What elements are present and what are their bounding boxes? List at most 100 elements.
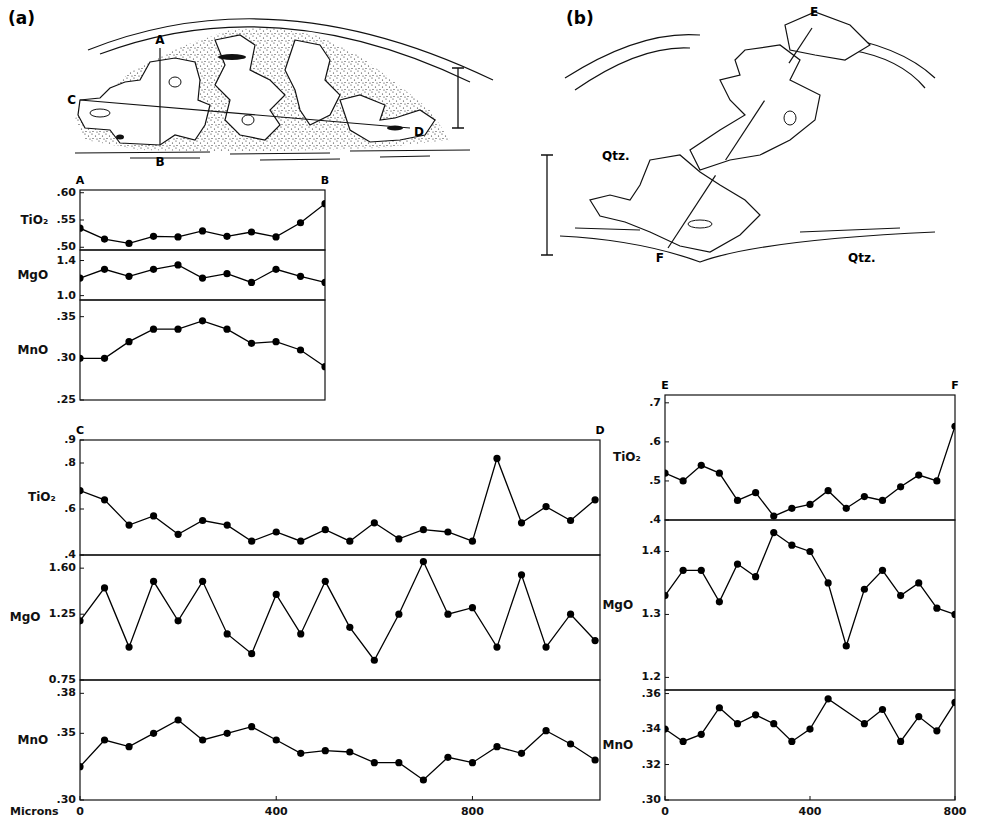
- data-point: [371, 759, 378, 766]
- data-point: [150, 512, 157, 519]
- data-point: [150, 326, 157, 333]
- data-point: [101, 235, 108, 242]
- data-group: [665, 695, 955, 745]
- data-group: [80, 455, 599, 545]
- y-tick-label: 1.2: [642, 670, 662, 683]
- data-point: [125, 273, 132, 280]
- y-axis-label: MnO: [602, 738, 633, 752]
- data-point: [223, 270, 230, 277]
- y-tick-label: .7: [649, 396, 661, 409]
- plot-frame: [80, 190, 325, 250]
- data-point: [806, 548, 813, 555]
- grain: [215, 35, 285, 140]
- data-point: [680, 738, 687, 745]
- plot-frame: [80, 680, 600, 800]
- y-tick-label: .35: [57, 726, 77, 739]
- profile-line: [665, 699, 955, 742]
- y-tick: [80, 260, 84, 261]
- inclusion: [242, 115, 254, 125]
- data-point: [150, 266, 157, 273]
- data-point: [174, 261, 181, 268]
- data-point: [272, 233, 279, 240]
- data-point: [542, 644, 549, 651]
- data-point: [297, 538, 304, 545]
- data-point: [175, 716, 182, 723]
- data-point: [101, 736, 108, 743]
- data-point: [297, 346, 304, 353]
- profile-line: [80, 204, 325, 244]
- data-point: [788, 542, 795, 549]
- y-tick: [80, 800, 84, 801]
- data-point: [752, 489, 759, 496]
- profile-end-label: D: [595, 424, 604, 437]
- profile-end-label: C: [76, 424, 84, 437]
- profile-line: [789, 28, 812, 63]
- data-point: [493, 644, 500, 651]
- y-tick-label: .35: [57, 310, 77, 323]
- y-axis-label: TiO₂: [613, 450, 641, 464]
- data-point: [322, 526, 329, 533]
- data-point: [879, 567, 886, 574]
- data-point: [567, 517, 574, 524]
- profile-line: [80, 562, 595, 661]
- panel-label: (a): [8, 8, 35, 28]
- data-point: [770, 529, 777, 536]
- profile-end-label: D: [414, 125, 424, 139]
- y-tick: [665, 402, 669, 403]
- data-point: [224, 522, 231, 529]
- y-tick-label: .30: [57, 351, 77, 364]
- profile-line: [80, 720, 595, 780]
- profile-chart: .36.34.32.300400800MnO: [602, 687, 966, 818]
- y-tick: [80, 463, 84, 464]
- y-tick: [80, 192, 84, 193]
- data-point: [933, 727, 940, 734]
- data-point: [469, 759, 476, 766]
- plot-frame: [665, 395, 955, 520]
- y-tick: [80, 733, 84, 734]
- data-point: [591, 637, 598, 644]
- data-point: [788, 738, 795, 745]
- data-point: [150, 578, 157, 585]
- data-point: [346, 538, 353, 545]
- foliation: [565, 35, 700, 78]
- data-point: [125, 644, 132, 651]
- x-tick-label: 800: [461, 805, 484, 818]
- y-tick: [80, 568, 84, 569]
- y-tick: [80, 509, 84, 510]
- scale-bar: [541, 155, 553, 255]
- y-tick-label: .55: [57, 213, 77, 226]
- x-tick: [665, 796, 666, 800]
- inclusion: [116, 135, 124, 140]
- profile-line: [665, 533, 955, 646]
- data-point: [272, 338, 279, 345]
- grain: [590, 155, 760, 252]
- y-tick: [80, 400, 84, 401]
- y-tick-label: .60: [57, 186, 77, 199]
- profile-chart: 1.41.31.2MgO: [602, 520, 958, 690]
- data-point: [542, 503, 549, 510]
- data-point: [273, 736, 280, 743]
- inclusion: [688, 220, 712, 228]
- data-point: [223, 326, 230, 333]
- inclusion: [218, 54, 246, 60]
- data-point: [395, 759, 402, 766]
- y-axis-label: MnO: [17, 343, 48, 357]
- profile-end-label: B: [155, 155, 164, 169]
- x-tick-label: 0: [76, 805, 84, 818]
- data-point: [175, 531, 182, 538]
- data-point: [322, 747, 329, 754]
- data-point: [698, 462, 705, 469]
- y-tick-label: 1.3: [642, 607, 662, 620]
- profile-chart: .38.35.300400800MicronsMnO: [10, 680, 600, 818]
- data-point: [80, 225, 84, 232]
- data-point: [770, 720, 777, 727]
- data-point: [806, 725, 813, 732]
- data-point: [346, 624, 353, 631]
- data-point: [567, 740, 574, 747]
- data-point: [770, 512, 777, 519]
- y-tick-label: .6: [649, 435, 661, 448]
- x-tick-label: 400: [265, 805, 288, 818]
- profile-end-label: E: [661, 379, 669, 392]
- data-point: [825, 695, 832, 702]
- data-point: [199, 736, 206, 743]
